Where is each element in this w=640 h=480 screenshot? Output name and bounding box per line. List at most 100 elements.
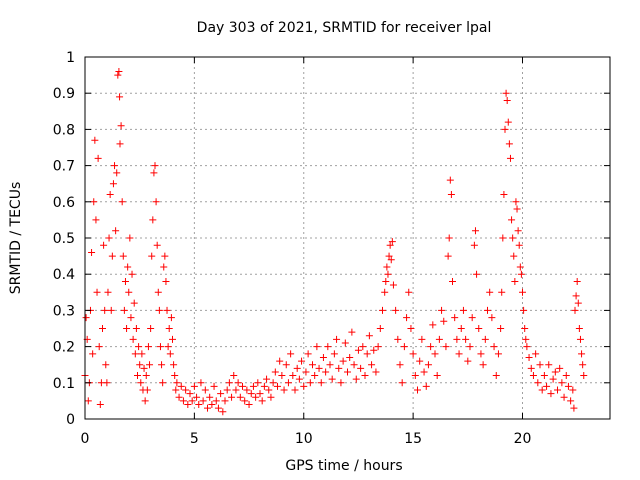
data-point: [276, 357, 284, 365]
y-tick-label: 0.7: [53, 159, 75, 175]
data-point: [289, 372, 297, 380]
data-point: [416, 357, 424, 365]
data-point: [214, 404, 222, 412]
data-point: [471, 227, 479, 235]
data-point: [578, 350, 586, 358]
data-point: [243, 386, 251, 394]
data-point: [381, 288, 389, 296]
data-point: [315, 364, 323, 372]
data-point: [136, 361, 144, 369]
data-point: [576, 335, 584, 343]
data-point: [350, 361, 358, 369]
data-point: [529, 372, 537, 380]
x-axis-label: GPS time / hours: [285, 458, 402, 474]
data-point: [118, 198, 126, 206]
data-point: [169, 335, 176, 343]
data-point: [148, 252, 156, 260]
data-point: [510, 252, 518, 260]
data-point: [573, 277, 581, 285]
data-point: [506, 154, 514, 162]
data-point: [291, 386, 299, 394]
data-point: [109, 180, 117, 188]
data-point: [221, 397, 229, 405]
data-point: [468, 314, 476, 322]
data-point: [545, 361, 553, 369]
data-point: [153, 241, 161, 249]
data-point: [379, 306, 386, 314]
data-point: [249, 382, 257, 390]
data-point: [400, 343, 408, 351]
data-point: [435, 335, 443, 343]
data-point: [256, 390, 264, 398]
data-point: [162, 277, 170, 285]
data-point: [497, 325, 505, 332]
x-tick-label: 20: [514, 431, 532, 447]
data-point: [151, 162, 159, 170]
data-point: [499, 234, 507, 242]
data-point: [274, 382, 281, 390]
data-point: [161, 252, 169, 260]
data-point: [523, 343, 531, 351]
data-point: [374, 343, 382, 351]
data-point: [457, 325, 465, 332]
data-point: [324, 343, 332, 351]
data-point: [280, 386, 288, 394]
data-point: [155, 306, 163, 314]
data-point: [217, 390, 225, 398]
data-point: [311, 372, 319, 380]
data-point: [522, 335, 530, 343]
data-point: [177, 382, 185, 390]
y-tick-label: 0: [66, 412, 75, 428]
data-point: [298, 357, 306, 365]
data-point: [100, 241, 108, 249]
axis-ticks: 00.10.20.30.40.50.60.70.80.910 5 10 15 20: [53, 50, 610, 447]
data-point: [389, 281, 397, 289]
data-point: [199, 397, 207, 405]
data-point: [556, 364, 564, 372]
data-point: [534, 379, 542, 387]
data-point: [560, 393, 568, 401]
data-point: [420, 368, 428, 376]
data-point: [572, 292, 580, 300]
data-point: [337, 379, 345, 387]
data-point: [359, 343, 367, 351]
data-point: [129, 335, 137, 343]
data-point: [447, 191, 455, 199]
y-tick-label: 0.8: [53, 122, 75, 138]
data-point: [322, 368, 330, 376]
data-point: [127, 314, 135, 322]
data-point: [558, 379, 566, 387]
data-point: [95, 343, 103, 351]
data-point: [115, 67, 123, 75]
chart-title: Day 303 of 2021, SRMTID for receiver lpa…: [197, 20, 492, 36]
data-point: [538, 386, 546, 394]
data-point: [165, 325, 173, 332]
data-point: [519, 288, 526, 296]
data-point: [512, 198, 520, 206]
data-point: [106, 191, 114, 199]
data-point: [142, 372, 150, 380]
data-point: [501, 125, 509, 133]
data-point: [114, 71, 122, 79]
data-point: [516, 263, 524, 271]
data-point: [278, 372, 286, 380]
data-point: [121, 277, 129, 285]
data-point: [492, 372, 500, 380]
data-point: [451, 314, 459, 322]
data-point: [570, 404, 578, 412]
data-point: [125, 288, 133, 296]
data-point: [208, 401, 216, 409]
data-point: [223, 386, 231, 394]
data-point: [179, 397, 187, 405]
data-point: [354, 346, 362, 354]
data-point: [126, 234, 134, 242]
data-point: [372, 368, 380, 376]
data-point: [89, 350, 97, 358]
data-point: [149, 216, 157, 224]
data-point: [184, 401, 192, 409]
data-point: [386, 241, 394, 249]
data-point: [462, 335, 470, 343]
data-point: [330, 350, 338, 358]
data-point: [201, 386, 209, 394]
data-point: [475, 325, 483, 332]
